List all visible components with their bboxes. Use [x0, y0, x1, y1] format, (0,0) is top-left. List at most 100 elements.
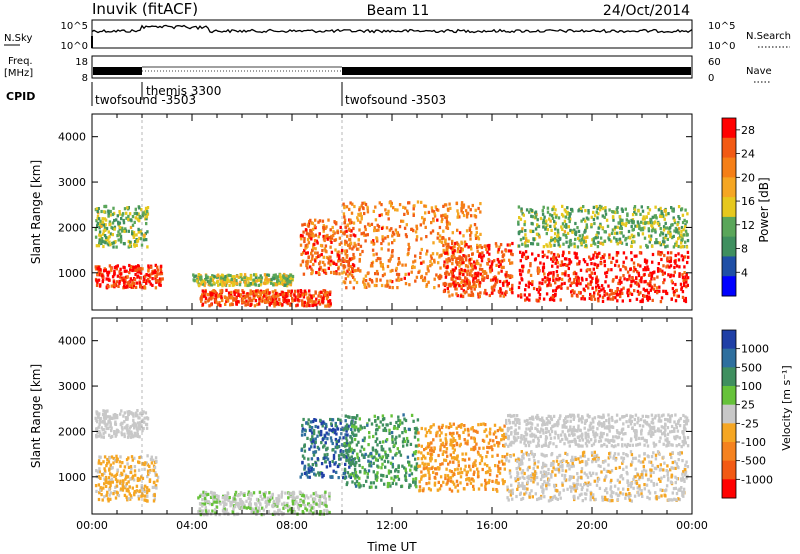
echo-cell	[474, 266, 477, 270]
echo-cell	[593, 297, 597, 301]
echo-cell	[157, 279, 160, 284]
echo-cell	[630, 244, 633, 248]
echo-cell	[673, 221, 677, 225]
echo-cell	[255, 504, 258, 508]
echo-cell	[474, 284, 477, 289]
echo-cell	[138, 236, 141, 240]
echo-cell	[447, 221, 450, 225]
echo-cell	[110, 466, 113, 470]
echo-cell	[137, 230, 140, 234]
echo-cell	[637, 263, 640, 267]
echo-cell	[269, 301, 272, 305]
echo-cell	[256, 509, 259, 513]
echo-cell	[467, 245, 470, 249]
echo-cell	[213, 300, 217, 304]
echo-cell	[312, 506, 315, 510]
echo-cell	[345, 459, 348, 463]
echo-cell	[223, 498, 227, 502]
echo-cell	[662, 242, 665, 246]
echo-cell	[153, 497, 156, 501]
echo-cell	[387, 460, 390, 464]
echo-cell	[227, 278, 230, 282]
echo-cell	[576, 226, 579, 230]
echo-cell	[136, 409, 139, 413]
echo-cell	[508, 243, 511, 247]
echo-cell	[521, 253, 524, 257]
echo-cell	[397, 257, 400, 261]
echo-cell	[99, 219, 102, 223]
echo-cell	[332, 233, 335, 238]
echo-cell	[335, 470, 338, 474]
echo-cell	[335, 270, 338, 274]
echo-cell	[406, 439, 410, 443]
echo-cell	[460, 267, 463, 272]
echo-cell	[469, 224, 473, 228]
echo-cell	[278, 298, 281, 302]
echo-cell	[461, 294, 465, 299]
echo-cell	[360, 204, 363, 208]
echo-cell	[418, 480, 421, 484]
echo-cell	[250, 510, 253, 514]
echo-cell	[601, 255, 605, 259]
echo-cell	[130, 285, 133, 289]
echo-cell	[243, 275, 246, 279]
echo-cell	[156, 475, 160, 479]
echo-cell	[484, 423, 487, 427]
echo-cell	[554, 221, 557, 225]
echo-cell	[643, 294, 646, 298]
echo-cell	[202, 279, 206, 283]
echo-cell	[603, 293, 606, 297]
echo-cell	[343, 230, 347, 234]
echo-cell	[402, 413, 405, 417]
echo-cell	[596, 252, 599, 256]
echo-cell	[104, 235, 108, 240]
echo-cell	[326, 295, 330, 299]
echo-cell	[293, 498, 297, 502]
echo-cell	[121, 226, 124, 231]
echo-cell	[569, 260, 573, 264]
echo-cell	[325, 447, 328, 451]
echo-cell	[319, 295, 323, 299]
echo-cell	[112, 492, 115, 496]
echo-cell	[348, 415, 351, 419]
echo-cell	[573, 290, 576, 294]
echo-cell	[517, 294, 520, 298]
echo-cell	[658, 289, 661, 293]
echo-cell	[505, 279, 508, 283]
echo-cell	[465, 215, 469, 219]
echo-cell	[112, 241, 115, 245]
echo-cell	[647, 229, 651, 233]
echo-cell	[554, 215, 558, 219]
echo-cell	[337, 256, 341, 260]
echo-cell	[363, 225, 367, 229]
echo-cell	[550, 257, 553, 261]
echo-cell	[212, 289, 215, 293]
echo-cell	[344, 444, 347, 448]
echo-cell	[143, 494, 147, 498]
echo-cell	[356, 216, 359, 220]
echo-cell	[312, 499, 315, 504]
nsearch-tick-top: 10^5	[708, 21, 735, 32]
echo-cell	[571, 230, 574, 234]
echo-cell	[364, 274, 368, 278]
echo-cell	[458, 268, 461, 273]
echo-cell	[361, 201, 364, 205]
echo-cell	[642, 268, 645, 272]
echo-cell	[310, 457, 314, 461]
echo-cell	[415, 430, 418, 434]
echo-cell	[104, 412, 107, 416]
echo-cell	[362, 277, 366, 281]
echo-cell	[630, 258, 633, 262]
echo-cell	[669, 264, 673, 268]
echo-cell	[685, 220, 688, 224]
echo-cell	[343, 249, 347, 253]
echo-cell	[211, 494, 214, 498]
echo-cell	[123, 207, 127, 211]
echo-cell	[639, 264, 642, 268]
echo-cell	[391, 250, 394, 254]
echo-cell	[256, 302, 259, 307]
echo-cell	[375, 428, 378, 432]
echo-cell	[370, 454, 373, 458]
echo-cell	[573, 245, 576, 249]
echo-cell	[609, 288, 612, 292]
